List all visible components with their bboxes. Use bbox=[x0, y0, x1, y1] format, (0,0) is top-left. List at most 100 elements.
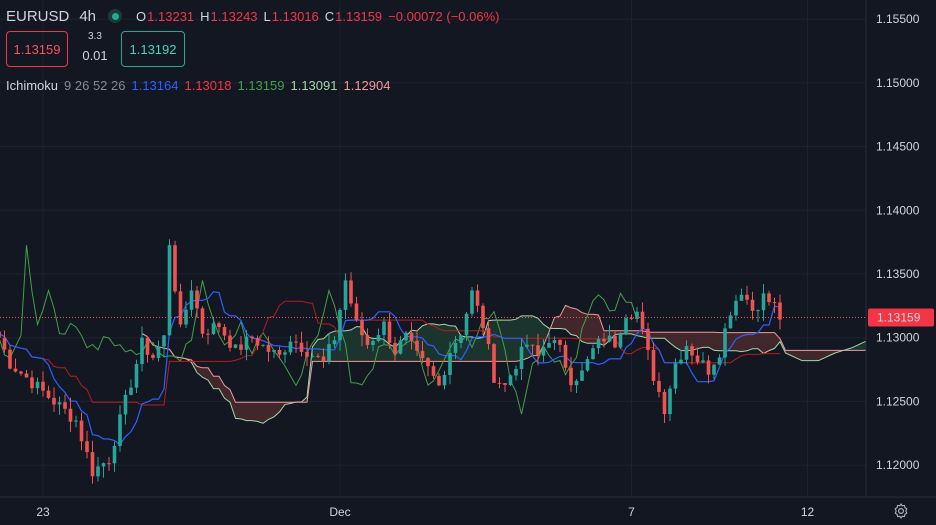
candle bbox=[244, 330, 249, 361]
cloud-segment bbox=[802, 350, 808, 361]
candle bbox=[2, 330, 7, 353]
candle bbox=[717, 354, 722, 365]
candle bbox=[107, 456, 111, 471]
candle bbox=[167, 239, 172, 336]
candle bbox=[288, 335, 293, 356]
candle bbox=[668, 385, 672, 422]
candle bbox=[382, 317, 386, 345]
candle bbox=[569, 356, 573, 392]
candle bbox=[134, 359, 139, 393]
candle bbox=[19, 370, 23, 376]
cloud-segment bbox=[257, 402, 263, 424]
candle bbox=[629, 314, 634, 321]
indicator-legend[interactable]: Ichimoku 9 26 52 26 1.13164 1.13018 1.13… bbox=[6, 78, 390, 93]
candle bbox=[52, 387, 56, 413]
price-tick-label: 1.14000 bbox=[876, 203, 920, 217]
candle bbox=[343, 273, 348, 319]
candle bbox=[272, 349, 276, 358]
price-tick-label: 1.12500 bbox=[876, 394, 920, 408]
cloud-segment bbox=[466, 336, 472, 362]
cloud-segment bbox=[851, 345, 857, 351]
candle bbox=[360, 312, 364, 347]
cloud-segment bbox=[351, 326, 357, 362]
candle bbox=[8, 345, 12, 370]
cloud-segment bbox=[829, 350, 835, 356]
symbol-name[interactable]: EURUSD bbox=[6, 7, 70, 25]
cloud-segment bbox=[681, 332, 687, 351]
cloud-segment bbox=[593, 314, 599, 344]
candle bbox=[305, 341, 309, 366]
candle bbox=[662, 389, 667, 424]
candle bbox=[393, 336, 397, 361]
candle bbox=[519, 339, 524, 380]
candle bbox=[184, 301, 188, 329]
candle bbox=[420, 340, 425, 364]
candle bbox=[558, 339, 562, 353]
candle bbox=[448, 341, 452, 385]
candle bbox=[217, 321, 221, 333]
leading-span-b-value: 1.12904 bbox=[343, 78, 391, 93]
cloud-segment bbox=[252, 402, 258, 422]
candle bbox=[96, 456, 100, 482]
candle bbox=[409, 322, 414, 350]
cloud-segment bbox=[318, 338, 324, 362]
candle bbox=[431, 362, 436, 379]
candle bbox=[404, 331, 408, 345]
cloud-segment bbox=[653, 332, 659, 339]
open-key: O bbox=[136, 8, 147, 24]
candle bbox=[283, 349, 287, 364]
ichimoku-cloud bbox=[142, 305, 923, 424]
spread-display: 3.3 0.01 bbox=[73, 30, 117, 66]
settings-gear-icon[interactable] bbox=[892, 502, 910, 520]
cloud-segment bbox=[796, 350, 802, 361]
candle bbox=[151, 352, 155, 361]
price-tick-label: 1.14500 bbox=[876, 140, 920, 154]
time-tick-label: 7 bbox=[628, 505, 635, 519]
cloud-segment bbox=[703, 332, 709, 348]
candle bbox=[200, 306, 205, 338]
candle bbox=[536, 333, 540, 366]
candle bbox=[250, 335, 254, 343]
candle bbox=[129, 379, 133, 396]
cloud-segment bbox=[752, 332, 758, 349]
candle bbox=[332, 336, 337, 348]
chart-header: EURUSD 4h O 1.13231 H 1.13243 L 1.13016 C 1.… bbox=[6, 6, 499, 26]
sell-button[interactable]: 1.13159 bbox=[6, 31, 68, 67]
close-key: C bbox=[324, 8, 335, 24]
candle bbox=[778, 294, 782, 330]
candle bbox=[767, 290, 771, 306]
cloud-segment bbox=[813, 350, 819, 361]
cloud-segment bbox=[824, 350, 830, 359]
price-tick-label: 1.13000 bbox=[876, 331, 920, 345]
candle bbox=[24, 370, 29, 378]
cloud-segment bbox=[208, 367, 214, 389]
candle bbox=[338, 308, 342, 351]
candle bbox=[68, 397, 73, 432]
cloud-segment bbox=[428, 323, 434, 362]
cloud-segment bbox=[785, 350, 791, 356]
candle bbox=[470, 286, 474, 317]
candle bbox=[481, 303, 485, 335]
candle bbox=[756, 309, 760, 322]
candle bbox=[525, 334, 529, 349]
candle bbox=[365, 328, 370, 349]
cloud-segment bbox=[378, 338, 384, 362]
candle bbox=[222, 324, 227, 341]
buy-button[interactable]: 1.13192 bbox=[121, 31, 185, 67]
cloud-segment bbox=[439, 324, 445, 362]
candle bbox=[376, 328, 381, 343]
candle bbox=[145, 335, 150, 363]
candle bbox=[712, 363, 716, 380]
cloud-segment bbox=[692, 332, 698, 351]
timeframe-label[interactable]: 4h bbox=[79, 7, 97, 25]
candle bbox=[354, 296, 359, 322]
indicator-params: 9 26 52 26 bbox=[64, 78, 126, 93]
candle bbox=[349, 272, 353, 307]
spread-top: 3.3 bbox=[88, 31, 102, 42]
candle bbox=[613, 331, 617, 349]
candle bbox=[387, 313, 392, 349]
cloud-segment bbox=[736, 332, 742, 352]
cloud-segment bbox=[697, 332, 703, 349]
candle bbox=[651, 342, 656, 386]
